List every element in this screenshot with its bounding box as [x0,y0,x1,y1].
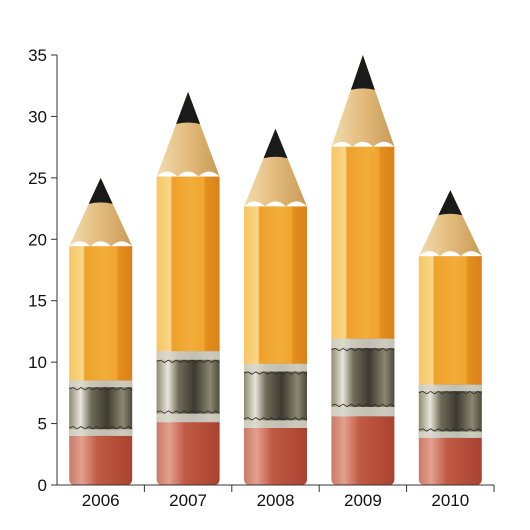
ferrule-crimp [69,426,133,430]
pencil-bar-2006 [69,177,133,485]
pencil-eraser [331,416,395,485]
ferrule-crimp [243,417,308,421]
y-tick-label: 5 [38,415,47,434]
x-tick-label: 2006 [82,491,120,510]
pencil-body [69,246,133,381]
pencil-ferrule [156,351,220,423]
pencil-eraser [418,437,482,485]
x-tick-label: 2008 [257,491,295,510]
pencil-bars [69,55,483,485]
y-tick-label: 20 [28,230,47,249]
pencil-eraser [69,435,133,485]
y-tick-label: 30 [28,107,47,126]
pencil-lead [176,91,201,125]
y-tick-label: 35 [28,46,47,65]
x-tick-label: 2007 [169,491,207,510]
pencil-wood-tip [331,55,395,147]
y-tick-label: 0 [38,476,47,495]
ferrule-band [69,380,133,388]
pencil-ferrule [331,338,395,417]
ferrule-band [69,429,133,436]
ferrule-crimp [156,410,220,414]
ferrule-crimp [243,371,308,375]
ferrule-crimp [418,390,483,395]
pencil-body [156,176,220,352]
ferrule-band [244,363,307,372]
pencil-body [418,256,482,385]
pencil-bar-2007 [156,91,220,485]
x-tick-label: 2009 [344,491,382,510]
ferrule-band [331,406,395,417]
pencil-eraser [156,422,220,485]
pencil-bar-2009 [331,55,395,485]
pencil-lead [88,177,113,204]
pencil-lead [350,55,375,90]
pencil-body [331,146,395,339]
axes: 0 5 10 15 20 25 30 35 2006 2007 2008 2009 2010 [28,46,495,510]
pencil-bar-2008 [243,128,308,485]
pencil-wood-tip [156,91,220,177]
pencil-wood-tip [418,190,482,257]
ferrule-crimp [331,347,395,352]
ferrule-crimp [418,428,483,432]
y-tick-label: 10 [28,353,47,372]
ferrule-band [331,338,395,349]
x-tick-label: 2010 [431,491,469,510]
ferrule-crimp [156,359,220,363]
ferrule-band [244,420,307,428]
pencil-bar-2010 [418,190,483,485]
ferrule-crimp [69,387,133,391]
ferrule-band [156,351,220,360]
ferrule-band [418,431,482,438]
pencil-eraser [244,427,307,485]
pencil-wood-tip [69,177,133,247]
ferrule-band [156,413,220,423]
pencil-wood-tip [244,128,307,207]
pencil-lead [263,128,288,159]
pencil-body [244,206,307,364]
y-tick-label: 15 [28,292,47,311]
y-tick-label: 25 [28,169,47,188]
ferrule-band [418,384,482,392]
pencil-lead [438,190,463,216]
ferrule-crimp [331,403,395,408]
